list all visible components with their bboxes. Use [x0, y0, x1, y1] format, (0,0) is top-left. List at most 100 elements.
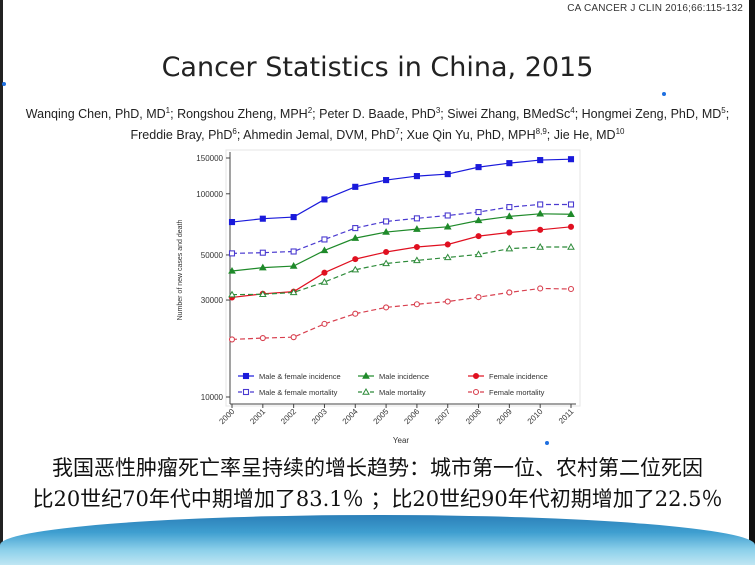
author-name: Jie He, MD — [553, 128, 616, 143]
decorative-dot — [545, 441, 549, 445]
data-point — [351, 234, 360, 241]
legend-item: Male & female mortality — [238, 388, 338, 397]
legend-item: Male & female incidence — [238, 372, 341, 381]
plot-frame — [225, 149, 581, 407]
y-tick-label: 50000 — [201, 251, 224, 260]
data-point — [383, 304, 390, 311]
data-point — [444, 212, 451, 219]
caption-line-1: 我国恶性肿瘤死亡率呈持续的增长趋势：城市第一位、农村第二位死因 — [52, 456, 703, 480]
data-point — [320, 278, 329, 285]
x-tick-label: 2008 — [464, 407, 483, 426]
caption-line-2: 比20世纪70年代中期增加了83.1％ ；比20世纪90年代初期增加了22.5％ — [32, 487, 723, 511]
data-point — [259, 249, 266, 256]
data-point — [228, 290, 236, 298]
legend-item: Male mortality — [358, 387, 426, 397]
data-point — [290, 214, 297, 221]
legend-item: Female incidence — [468, 372, 548, 381]
author-name: Freddie Bray, PhD — [130, 128, 233, 143]
legend-item: Male incidence — [358, 371, 429, 381]
data-point — [383, 218, 390, 225]
decorative-dot — [662, 92, 666, 96]
data-point — [228, 218, 236, 226]
author-affiliation: 2 — [307, 106, 313, 115]
data-point — [506, 160, 513, 167]
series-male-mortality — [228, 243, 575, 298]
author-line-2: Freddie Bray, PhD6; Ahmedin Jemal, DVM, … — [130, 127, 625, 143]
slide-border-left — [0, 0, 3, 565]
data-point — [537, 226, 544, 233]
series-line — [231, 287, 572, 341]
y-tick-label: 100000 — [196, 190, 223, 199]
data-point — [352, 183, 359, 190]
legend-label: Male mortality — [379, 388, 426, 397]
data-point — [383, 177, 390, 184]
data-point — [362, 387, 370, 395]
series-line — [231, 226, 572, 299]
author-name: Ahmedin Jemal, DVM, PhD — [243, 128, 396, 143]
series-male-female-incidence — [228, 156, 575, 226]
decorative-dot — [2, 82, 6, 86]
data-point — [444, 241, 451, 248]
author-name: Peter D. Baade, PhD — [319, 107, 436, 122]
author-affiliation: 5 — [721, 106, 726, 115]
y-tick-label: 150000 — [196, 154, 223, 163]
data-point — [242, 388, 250, 396]
data-point — [536, 209, 545, 217]
series-line — [231, 203, 571, 254]
data-point — [290, 248, 297, 255]
data-point — [352, 256, 359, 263]
y-tick-label: 10000 — [201, 393, 224, 402]
data-point — [258, 290, 267, 298]
data-point — [382, 228, 390, 235]
author-affiliation: 7 — [395, 127, 400, 137]
author-name: Hongmei Zeng, PhD, MD — [581, 107, 722, 122]
data-point — [537, 285, 544, 292]
author-name: Wanqing Chen, PhD, MD — [25, 107, 166, 122]
data-point — [474, 250, 483, 258]
x-tick-label: 2011 — [557, 407, 576, 426]
data-point — [567, 210, 575, 217]
data-point — [537, 157, 544, 164]
x-tick-label: 2002 — [279, 407, 298, 426]
x-tick-label: 2005 — [372, 407, 391, 426]
data-point — [475, 164, 482, 171]
author-name: Xue Qin Yu, PhD, MPH — [406, 128, 536, 143]
x-tick-label: 2001 — [248, 407, 267, 426]
legend-label: Male incidence — [379, 372, 429, 381]
legend-label: Female incidence — [489, 372, 548, 381]
author-affiliation: 1 — [165, 106, 171, 115]
legend-label: Female mortality — [489, 388, 545, 397]
data-point — [352, 310, 359, 317]
y-tick-label: 30000 — [201, 296, 224, 305]
legend-label: Male & female mortality — [259, 388, 338, 397]
data-point — [443, 222, 452, 230]
series-line — [231, 158, 572, 223]
data-point — [444, 298, 451, 305]
data-point — [228, 250, 236, 257]
x-tick-label: 2010 — [526, 407, 545, 426]
author-affiliation: 3 — [435, 106, 441, 115]
data-point — [537, 201, 544, 208]
data-point — [506, 289, 513, 296]
series-line — [231, 213, 572, 272]
data-point — [472, 388, 480, 396]
data-point — [382, 259, 390, 267]
citation: CA CANCER J CLIN 2016;66:115-132 — [567, 3, 743, 14]
data-point — [567, 243, 575, 250]
slide-border-right — [749, 0, 755, 565]
data-point — [289, 262, 298, 269]
slide-title: Cancer Statistics in China, 2015 — [161, 52, 594, 83]
data-point — [536, 243, 545, 250]
x-tick-label: 2006 — [402, 407, 421, 426]
data-point — [351, 265, 360, 273]
data-point — [567, 223, 575, 230]
data-point — [321, 236, 328, 243]
data-point — [259, 215, 266, 222]
data-point — [413, 225, 421, 232]
ocean-decoration — [0, 515, 755, 565]
data-point — [505, 244, 514, 252]
x-tick-label: 2003 — [310, 407, 329, 426]
data-point — [228, 336, 236, 343]
x-tick-label: 2004 — [341, 407, 360, 426]
